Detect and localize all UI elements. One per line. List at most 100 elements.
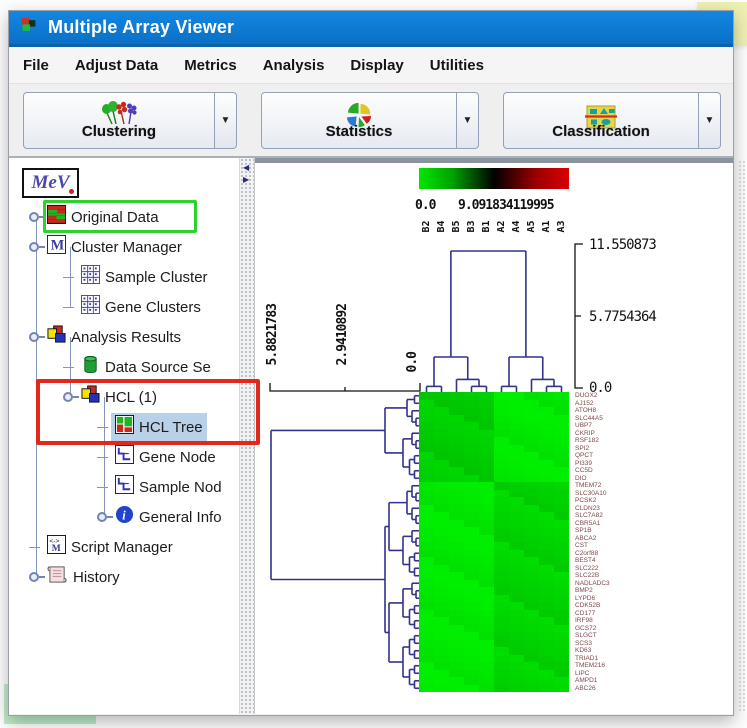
- expand-knob-icon[interactable]: [29, 242, 45, 252]
- heatmap-cell[interactable]: [449, 482, 464, 490]
- heatmap-cell[interactable]: [434, 542, 449, 550]
- heatmap-cell[interactable]: [464, 489, 479, 497]
- heatmap-cell[interactable]: [434, 624, 449, 632]
- heatmap-cell[interactable]: [419, 474, 434, 482]
- heatmap-cell[interactable]: [494, 497, 509, 505]
- heatmap-cell[interactable]: [509, 677, 524, 685]
- heatmap-cell[interactable]: [554, 624, 569, 632]
- heatmap-cell[interactable]: [509, 684, 524, 692]
- heatmap-cell[interactable]: [464, 399, 479, 407]
- heatmap-cell[interactable]: [419, 467, 434, 475]
- heatmap-cell[interactable]: [419, 564, 434, 572]
- heatmap-cell[interactable]: [479, 609, 494, 617]
- heatmap-cell[interactable]: [449, 669, 464, 677]
- heatmap-cell[interactable]: [449, 594, 464, 602]
- heatmap-cell[interactable]: [449, 407, 464, 415]
- heatmap-cell[interactable]: [449, 662, 464, 670]
- heatmap-cell[interactable]: [539, 444, 554, 452]
- heatmap-cell[interactable]: [419, 609, 434, 617]
- heatmap-cell[interactable]: [509, 609, 524, 617]
- heatmap-cell[interactable]: [479, 542, 494, 550]
- heatmap-cell[interactable]: [524, 572, 539, 580]
- heatmap-cell[interactable]: [509, 557, 524, 565]
- heatmap-cell[interactable]: [554, 579, 569, 587]
- heatmap-cell[interactable]: [434, 587, 449, 595]
- collapse-right-icon[interactable]: ▶: [243, 175, 250, 184]
- heatmap-cell[interactable]: [479, 594, 494, 602]
- heatmap-cell[interactable]: [479, 414, 494, 422]
- heatmap-cell[interactable]: [524, 519, 539, 527]
- expand-knob-icon[interactable]: [29, 212, 45, 222]
- heatmap-cell[interactable]: [419, 437, 434, 445]
- heatmap-cell[interactable]: [509, 587, 524, 595]
- heatmap-cell[interactable]: [464, 647, 479, 655]
- heatmap-cell[interactable]: [539, 594, 554, 602]
- heatmap-cell[interactable]: [449, 399, 464, 407]
- heatmap-cell[interactable]: [449, 632, 464, 640]
- heatmap-cell[interactable]: [449, 587, 464, 595]
- heatmap-cell[interactable]: [479, 572, 494, 580]
- heatmap-cell[interactable]: [539, 399, 554, 407]
- heatmap-cell[interactable]: [539, 482, 554, 490]
- heatmap-cell[interactable]: [539, 654, 554, 662]
- heatmap-cell[interactable]: [539, 504, 554, 512]
- heatmap-cell[interactable]: [509, 632, 524, 640]
- heatmap-cell[interactable]: [509, 639, 524, 647]
- expression-heatmap[interactable]: [419, 392, 569, 692]
- heatmap-cell[interactable]: [479, 459, 494, 467]
- heatmap-cell[interactable]: [509, 594, 524, 602]
- heatmap-cell[interactable]: [464, 497, 479, 505]
- heatmap-cell[interactable]: [434, 519, 449, 527]
- heatmap-cell[interactable]: [479, 444, 494, 452]
- heatmap-cell[interactable]: [419, 587, 434, 595]
- heatmap-cell[interactable]: [539, 422, 554, 430]
- sidebar-item-script-manager[interactable]: <-> M Script Manager: [9, 532, 239, 562]
- heatmap-cell[interactable]: [434, 534, 449, 542]
- heatmap-cell[interactable]: [419, 527, 434, 535]
- sidebar-item-cluster-manager[interactable]: M Cluster Manager: [9, 232, 239, 262]
- heatmap-cell[interactable]: [554, 662, 569, 670]
- heatmap-cell[interactable]: [554, 572, 569, 580]
- heatmap-cell[interactable]: [524, 639, 539, 647]
- heatmap-cell[interactable]: [479, 684, 494, 692]
- heatmap-cell[interactable]: [494, 422, 509, 430]
- heatmap-cell[interactable]: [419, 579, 434, 587]
- heatmap-cell[interactable]: [419, 617, 434, 625]
- heatmap-cell[interactable]: [419, 684, 434, 692]
- heatmap-cell[interactable]: [554, 414, 569, 422]
- heatmap-cell[interactable]: [494, 444, 509, 452]
- heatmap-cell[interactable]: [449, 579, 464, 587]
- heatmap-cell[interactable]: [464, 452, 479, 460]
- heatmap-cell[interactable]: [479, 654, 494, 662]
- heatmap-cell[interactable]: [464, 564, 479, 572]
- heatmap-cell[interactable]: [449, 557, 464, 565]
- heatmap-cell[interactable]: [554, 654, 569, 662]
- heatmap-cell[interactable]: [434, 482, 449, 490]
- heatmap-cell[interactable]: [524, 557, 539, 565]
- heatmap-cell[interactable]: [479, 482, 494, 490]
- heatmap-cell[interactable]: [524, 452, 539, 460]
- heatmap-cell[interactable]: [509, 429, 524, 437]
- heatmap-cell[interactable]: [449, 549, 464, 557]
- heatmap-cell[interactable]: [509, 444, 524, 452]
- sidebar-item-sample-nod[interactable]: Sample Nod: [9, 472, 239, 502]
- heatmap-cell[interactable]: [554, 429, 569, 437]
- heatmap-cell[interactable]: [539, 459, 554, 467]
- heatmap-cell[interactable]: [509, 519, 524, 527]
- heatmap-cell[interactable]: [449, 602, 464, 610]
- heatmap-cell[interactable]: [494, 414, 509, 422]
- heatmap-cell[interactable]: [494, 557, 509, 565]
- heatmap-cell[interactable]: [524, 392, 539, 400]
- heatmap-cell[interactable]: [434, 512, 449, 520]
- heatmap-cell[interactable]: [464, 392, 479, 400]
- heatmap-cell[interactable]: [434, 392, 449, 400]
- heatmap-cell[interactable]: [479, 549, 494, 557]
- heatmap-cell[interactable]: [554, 587, 569, 595]
- heatmap-cell[interactable]: [539, 519, 554, 527]
- heatmap-cell[interactable]: [479, 407, 494, 415]
- heatmap-cell[interactable]: [524, 587, 539, 595]
- heatmap-cell[interactable]: [464, 534, 479, 542]
- heatmap-cell[interactable]: [539, 542, 554, 550]
- heatmap-cell[interactable]: [449, 639, 464, 647]
- heatmap-cell[interactable]: [419, 677, 434, 685]
